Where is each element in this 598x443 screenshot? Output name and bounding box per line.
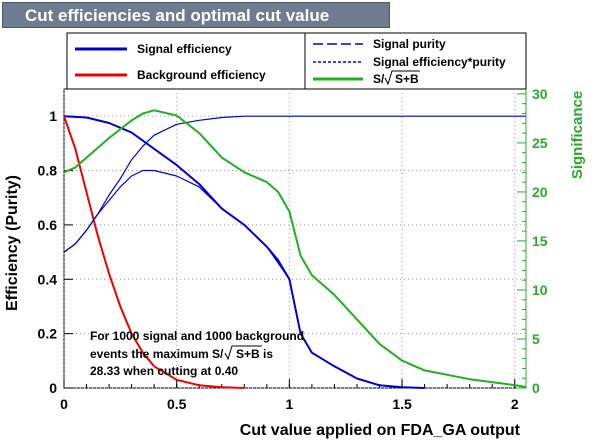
x-axis-title: Cut value applied on FDA_GA output xyxy=(240,422,521,439)
annotation-line-3: 28.33 when cutting at 0.40 xyxy=(90,364,238,378)
series-line-s-s-b xyxy=(63,109,527,388)
legend-sqrt-sign xyxy=(384,70,420,86)
legend-label-background-efficiency: Background efficiency xyxy=(137,68,266,82)
y-right-tick-label: 15 xyxy=(532,233,548,249)
series-line-background-efficiency xyxy=(63,115,245,389)
x-tick-label: 2 xyxy=(511,396,519,412)
y-right-tick-label: 25 xyxy=(532,135,548,151)
annotation-line-2-prefix: events the maximum S/ xyxy=(90,347,224,361)
y-right-tick-label: 10 xyxy=(532,282,548,298)
y-axis-title-left: Efficiency (Purity) xyxy=(4,175,21,311)
legend-label-significance-root: S+B xyxy=(395,72,419,86)
legend-label-signal-efficiency: Signal efficiency xyxy=(137,42,232,56)
x-tick-label: 0 xyxy=(60,396,68,412)
x-tick-label: 1 xyxy=(285,396,293,412)
legend-label-significance: S/ xyxy=(373,72,385,86)
y-left-tick-label: 0.2 xyxy=(38,326,58,342)
annotation-line-2-suffix: is xyxy=(263,347,273,361)
y-right-tick-label: 20 xyxy=(532,184,548,200)
series-group xyxy=(63,109,527,389)
legend-label-signal-efficiency-purity: Signal efficiency*purity xyxy=(373,55,506,69)
chart-title: Cut efficiencies and optimal cut value xyxy=(2,2,390,28)
annotation-line-2-root: S+B xyxy=(236,347,260,361)
y-right-tick-label: 0 xyxy=(532,380,540,396)
y-left-tick-label: 1 xyxy=(49,108,57,124)
y-left-tick-label: 0.8 xyxy=(38,163,58,179)
y-left-tick-label: 0.6 xyxy=(38,217,58,233)
x-tick-label: 1.5 xyxy=(392,396,412,412)
y-right-tick-label: 30 xyxy=(532,86,548,102)
y-right-tick-label: 5 xyxy=(532,331,540,347)
y-left-tick-label: 0 xyxy=(49,380,57,396)
series-line-signal-efficiency-purity xyxy=(63,169,403,389)
annotation-sqrt-sign xyxy=(224,345,262,361)
legend-label-signal-purity: Signal purity xyxy=(373,37,446,51)
annotation-line-1: For 1000 signal and 1000 background xyxy=(90,329,304,343)
y-left-tick-label: 0.4 xyxy=(38,271,58,287)
y-axis-title-right: Significance xyxy=(569,91,586,179)
x-tick-label: 0.5 xyxy=(167,396,187,412)
